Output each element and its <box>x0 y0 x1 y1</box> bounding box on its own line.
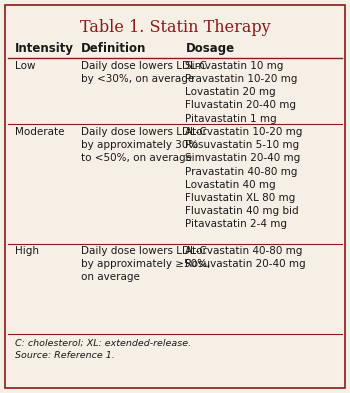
Text: Dosage: Dosage <box>186 42 234 55</box>
Text: Atorvastatin 40-80 mg
Rosuvastatin 20-40 mg: Atorvastatin 40-80 mg Rosuvastatin 20-40… <box>186 246 306 269</box>
Text: Atorvastatin 10-20 mg
Rosuvastatin 5-10 mg
Simvastatin 20-40 mg
Pravastatin 40-8: Atorvastatin 10-20 mg Rosuvastatin 5-10 … <box>186 127 303 230</box>
Text: Daily dose lowers LDL-C
by <30%, on average: Daily dose lowers LDL-C by <30%, on aver… <box>81 61 207 84</box>
Text: Intensity: Intensity <box>15 42 74 55</box>
Text: C: cholesterol; XL: extended-release.
Source: Reference 1.: C: cholesterol; XL: extended-release. So… <box>15 339 191 360</box>
Text: Table 1. Statin Therapy: Table 1. Statin Therapy <box>80 19 270 36</box>
Text: High: High <box>15 246 39 256</box>
Text: Daily dose lowers LDL-C
by approximately 30%
to <50%, on average: Daily dose lowers LDL-C by approximately… <box>81 127 207 163</box>
Text: Daily dose lowers LDL-C
by approximately ≥50%,
on average: Daily dose lowers LDL-C by approximately… <box>81 246 211 283</box>
Text: Definition: Definition <box>81 42 147 55</box>
Text: Moderate: Moderate <box>15 127 65 137</box>
FancyBboxPatch shape <box>5 5 345 388</box>
Text: Low: Low <box>15 61 36 71</box>
Text: Simvastatin 10 mg
Pravastatin 10-20 mg
Lovastatin 20 mg
Fluvastatin 20-40 mg
Pit: Simvastatin 10 mg Pravastatin 10-20 mg L… <box>186 61 298 123</box>
